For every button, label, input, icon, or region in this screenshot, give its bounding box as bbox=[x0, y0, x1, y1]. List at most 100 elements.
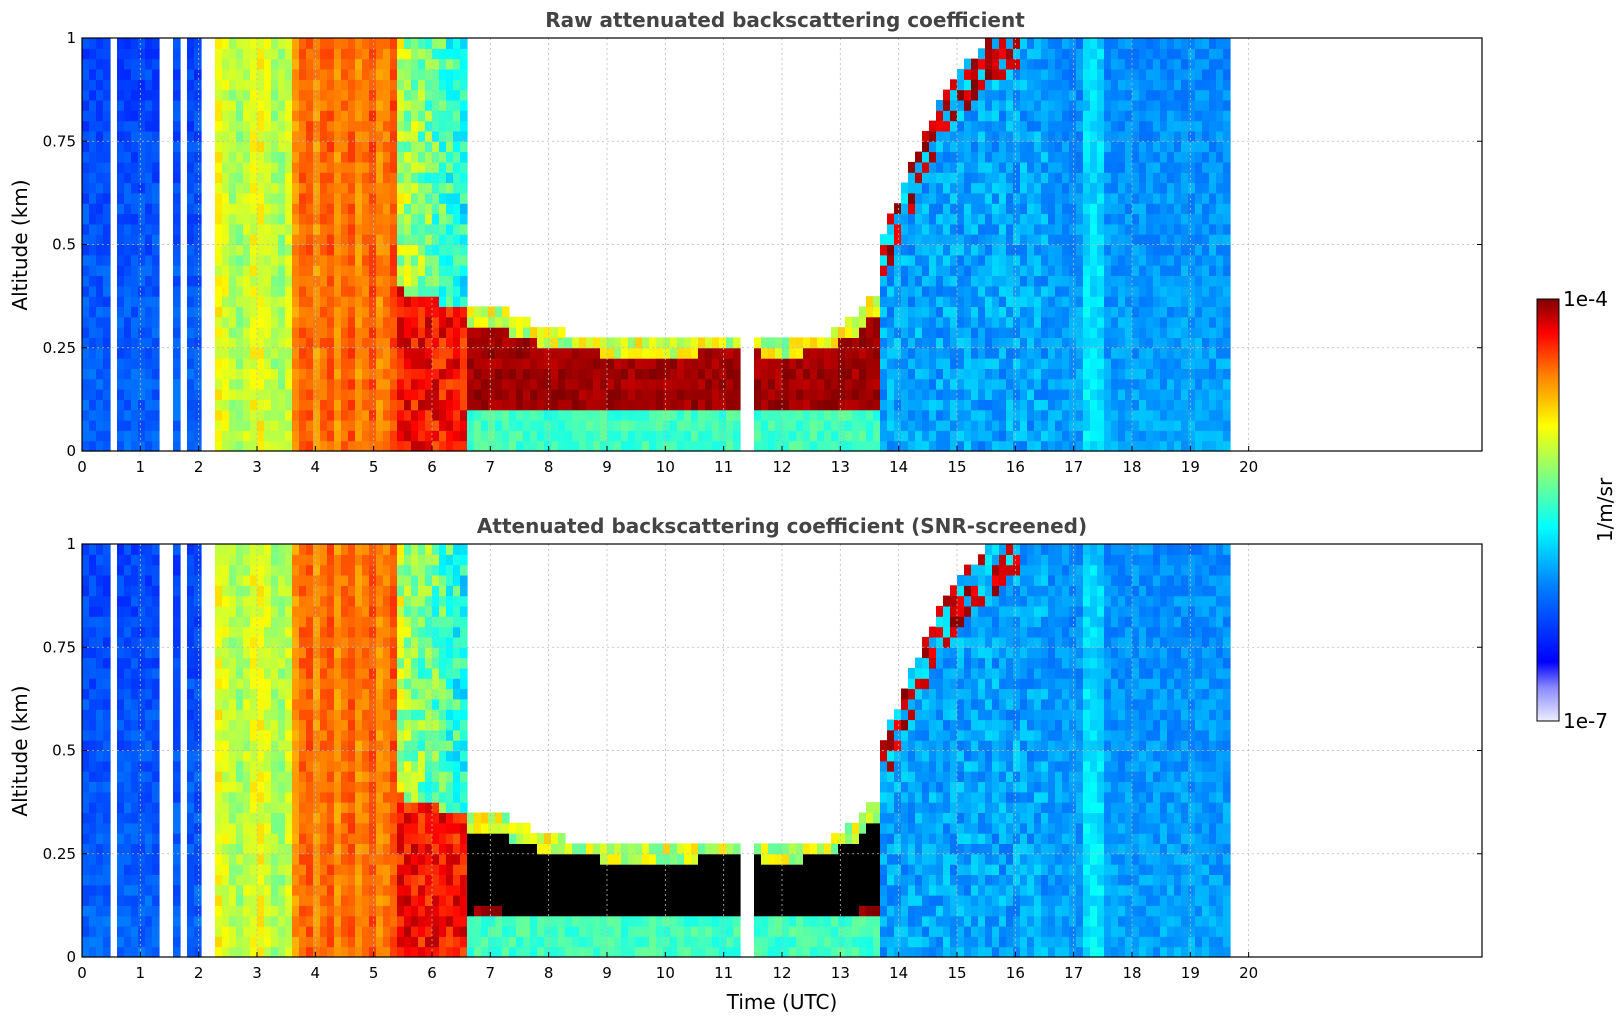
heatmap-cell bbox=[383, 440, 391, 452]
heatmap-cell bbox=[152, 833, 160, 844]
heatmap-cell bbox=[1181, 151, 1189, 163]
heatmap-cell bbox=[985, 38, 993, 49]
heatmap-cell bbox=[145, 616, 153, 628]
heatmap-cell bbox=[187, 234, 195, 246]
heatmap-cell bbox=[131, 843, 139, 855]
heatmap-cell bbox=[82, 79, 90, 91]
heatmap-cell bbox=[446, 141, 454, 153]
heatmap-cell bbox=[1174, 58, 1182, 70]
heatmap-cell bbox=[922, 316, 930, 328]
heatmap-cell bbox=[712, 389, 720, 400]
heatmap-cell bbox=[691, 358, 699, 369]
heatmap-cell bbox=[292, 337, 300, 349]
heatmap-cell bbox=[1027, 120, 1035, 132]
heatmap-cell bbox=[250, 265, 258, 276]
heatmap-cell bbox=[691, 337, 699, 349]
heatmap-cell bbox=[222, 89, 230, 101]
heatmap-cell bbox=[215, 368, 223, 380]
heatmap-cell bbox=[957, 409, 965, 421]
heatmap-cell bbox=[96, 213, 104, 225]
heatmap-cell bbox=[551, 347, 559, 359]
heatmap-cell bbox=[978, 440, 986, 452]
heatmap-cell bbox=[467, 347, 475, 359]
heatmap-cell bbox=[1062, 69, 1070, 80]
heatmap-cell bbox=[1048, 368, 1056, 380]
heatmap-cell bbox=[1020, 58, 1028, 70]
heatmap-cell bbox=[586, 409, 594, 421]
heatmap-cell bbox=[152, 554, 160, 566]
heatmap-cell bbox=[334, 378, 342, 390]
heatmap-cell bbox=[852, 378, 860, 390]
heatmap-cell bbox=[341, 234, 349, 246]
heatmap-cell bbox=[460, 172, 468, 184]
heatmap-cell bbox=[446, 347, 454, 359]
heatmap-cell bbox=[901, 430, 909, 442]
heatmap-cell bbox=[1223, 337, 1231, 349]
heatmap-cell bbox=[194, 409, 202, 421]
heatmap-cell bbox=[432, 182, 440, 194]
heatmap-cell bbox=[362, 48, 370, 60]
heatmap-cell bbox=[1125, 172, 1133, 184]
heatmap-cell bbox=[544, 389, 552, 400]
heatmap-cell bbox=[1153, 213, 1161, 225]
heatmap-cell bbox=[1139, 358, 1147, 369]
heatmap-cell bbox=[369, 420, 377, 431]
heatmap-cell bbox=[929, 420, 937, 431]
heatmap-cell bbox=[936, 192, 944, 204]
heatmap-cell bbox=[1062, 213, 1070, 225]
heatmap-cell bbox=[1027, 99, 1035, 111]
heatmap-cell bbox=[292, 182, 300, 194]
heatmap-cell bbox=[334, 234, 342, 246]
heatmap-cell bbox=[950, 120, 958, 132]
heatmap-cell bbox=[1146, 223, 1154, 235]
heatmap-cell bbox=[467, 389, 475, 400]
heatmap-cell bbox=[1027, 130, 1035, 142]
heatmap-cell bbox=[1062, 420, 1070, 431]
heatmap-cell bbox=[82, 141, 90, 153]
heatmap-cell bbox=[285, 38, 293, 49]
heatmap-cell bbox=[138, 244, 146, 256]
heatmap-cell bbox=[1167, 378, 1175, 390]
heatmap-cell bbox=[1139, 420, 1147, 431]
heatmap-cell bbox=[558, 337, 566, 349]
heatmap-cell bbox=[1069, 440, 1077, 452]
heatmap-cell bbox=[124, 585, 132, 597]
heatmap-cell bbox=[1139, 368, 1147, 380]
heatmap-cell bbox=[362, 234, 370, 246]
heatmap-cell bbox=[509, 368, 517, 380]
heatmap-cell bbox=[670, 399, 678, 411]
heatmap-cell bbox=[579, 409, 587, 421]
heatmap-cell bbox=[383, 172, 391, 184]
heatmap-cell bbox=[229, 296, 237, 307]
heatmap-cell bbox=[446, 89, 454, 101]
heatmap-cell bbox=[215, 203, 223, 215]
heatmap-cell bbox=[292, 161, 300, 173]
heatmap-cell bbox=[1027, 151, 1035, 163]
heatmap-cell bbox=[341, 89, 349, 101]
heatmap-cell bbox=[453, 368, 461, 380]
heatmap-cell bbox=[992, 192, 1000, 204]
heatmap-cell bbox=[145, 358, 153, 369]
heatmap-cell bbox=[285, 130, 293, 142]
heatmap-cell bbox=[1125, 430, 1133, 442]
heatmap-cell bbox=[887, 327, 895, 338]
heatmap-cell bbox=[299, 89, 307, 101]
heatmap-cell bbox=[453, 430, 461, 442]
heatmap-cell bbox=[320, 203, 328, 215]
heatmap-cell bbox=[173, 172, 181, 184]
heatmap-cell bbox=[145, 575, 153, 586]
heatmap-cell bbox=[96, 265, 104, 276]
heatmap-cell bbox=[82, 89, 90, 101]
heatmap-cell bbox=[1146, 182, 1154, 194]
heatmap-cell bbox=[271, 99, 279, 111]
heatmap-cell bbox=[243, 409, 251, 421]
heatmap-cell bbox=[1195, 110, 1203, 122]
heatmap-cell bbox=[362, 275, 370, 287]
heatmap-cell bbox=[530, 440, 538, 452]
heatmap-cell bbox=[404, 430, 412, 442]
heatmap-cell bbox=[1027, 110, 1035, 122]
heatmap-cell bbox=[89, 327, 97, 338]
heatmap-cell bbox=[229, 120, 237, 132]
heatmap-cell bbox=[474, 358, 482, 369]
heatmap-cell bbox=[138, 172, 146, 184]
